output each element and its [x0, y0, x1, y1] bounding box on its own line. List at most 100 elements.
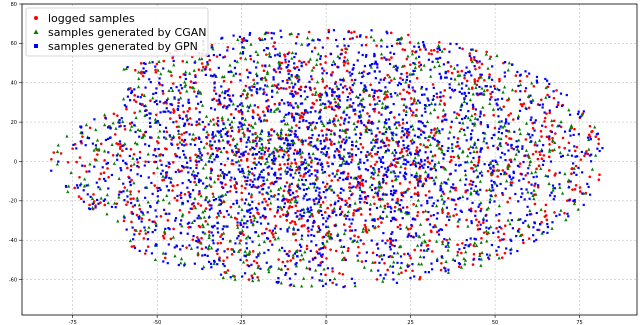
data-point — [215, 155, 218, 159]
data-point — [223, 163, 227, 167]
data-point — [515, 234, 518, 238]
data-point — [341, 79, 344, 82]
data-point — [168, 134, 171, 137]
data-point — [243, 202, 246, 205]
data-point — [376, 217, 380, 221]
data-point — [235, 59, 239, 64]
data-point — [548, 138, 551, 141]
data-point — [261, 201, 264, 204]
data-point — [466, 126, 469, 129]
data-point — [377, 168, 380, 171]
data-point — [283, 249, 286, 253]
data-point — [179, 223, 182, 226]
data-point — [219, 203, 223, 206]
data-point — [97, 148, 101, 152]
data-point — [455, 145, 458, 148]
data-point — [452, 187, 455, 190]
data-point — [319, 264, 322, 267]
data-point — [478, 66, 481, 69]
data-point — [323, 170, 326, 174]
data-point — [226, 90, 229, 93]
data-point — [222, 186, 225, 189]
data-point — [541, 163, 545, 166]
data-point — [505, 129, 508, 132]
data-point — [186, 166, 189, 169]
data-point — [427, 248, 430, 251]
data-point — [269, 109, 273, 113]
data-point — [365, 35, 368, 39]
data-point — [238, 72, 242, 76]
data-point — [221, 275, 225, 279]
data-point — [275, 131, 279, 135]
data-point — [250, 89, 253, 92]
data-point — [359, 93, 362, 96]
data-point — [302, 175, 305, 178]
data-point — [301, 257, 305, 261]
data-point — [269, 201, 273, 205]
data-point — [326, 217, 329, 220]
data-point — [492, 231, 495, 234]
data-point — [416, 153, 421, 157]
data-point — [586, 152, 590, 156]
data-point — [157, 59, 161, 63]
data-point — [182, 124, 186, 127]
data-point — [96, 153, 99, 156]
data-point — [526, 223, 530, 227]
data-point — [265, 71, 270, 76]
data-point — [386, 95, 389, 99]
data-point — [344, 177, 348, 180]
data-point — [468, 98, 472, 102]
data-point — [361, 75, 364, 78]
data-point — [501, 125, 505, 129]
data-point — [286, 170, 289, 174]
data-point — [410, 223, 413, 227]
data-point — [558, 124, 561, 127]
data-point — [286, 158, 289, 162]
data-point — [246, 108, 250, 113]
data-point — [103, 123, 107, 127]
data-point — [352, 102, 355, 105]
data-point — [140, 217, 144, 220]
data-point — [245, 183, 248, 186]
data-point — [454, 208, 457, 211]
data-point — [464, 115, 468, 118]
data-point — [168, 176, 171, 180]
data-point — [187, 179, 190, 182]
data-point — [278, 134, 283, 138]
data-point — [528, 159, 533, 163]
data-point — [285, 146, 289, 150]
data-point — [597, 137, 601, 141]
data-point — [195, 174, 198, 178]
data-point — [313, 87, 317, 90]
data-point — [369, 64, 372, 67]
data-point — [238, 241, 242, 245]
data-point — [352, 108, 355, 111]
data-point — [506, 68, 510, 72]
data-point — [382, 254, 386, 257]
data-point — [450, 77, 453, 80]
data-point — [476, 79, 479, 83]
data-point — [489, 92, 492, 96]
data-point — [321, 151, 326, 155]
data-point — [389, 31, 393, 35]
data-point — [405, 262, 410, 267]
data-point — [477, 161, 480, 164]
data-point — [282, 156, 285, 159]
data-point — [240, 207, 244, 212]
data-point — [293, 132, 296, 135]
data-point — [252, 116, 255, 120]
data-point — [463, 98, 466, 101]
data-point — [401, 78, 404, 81]
data-point — [360, 44, 363, 47]
data-point — [148, 121, 152, 124]
data-point — [492, 189, 495, 192]
data-point — [159, 72, 163, 76]
data-point — [458, 196, 461, 200]
data-point — [443, 102, 446, 105]
data-point — [165, 175, 168, 178]
data-point — [391, 138, 395, 142]
data-point — [235, 190, 238, 194]
data-point — [435, 257, 439, 261]
data-point — [250, 195, 253, 199]
data-point — [131, 205, 135, 208]
